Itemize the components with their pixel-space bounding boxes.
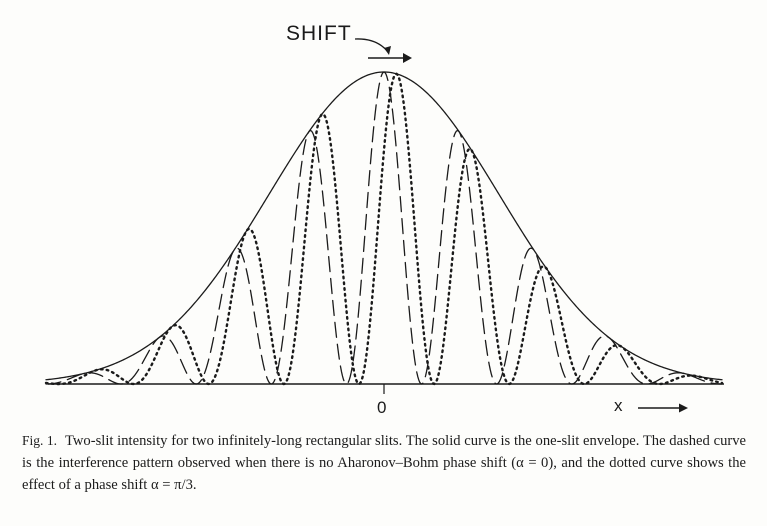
caption-text: Two-slit intensity for two infinitely-lo… — [22, 433, 746, 493]
shift-pointer-line — [354, 38, 389, 53]
figure-caption: Fig. 1. Two-slit intensity for two infini… — [22, 430, 746, 496]
shift-arrow-head — [403, 53, 412, 63]
x-arrow-head — [679, 403, 688, 413]
origin-label: 0 — [377, 398, 387, 417]
x-axis-label: x — [614, 396, 623, 415]
shift-pointer-head — [384, 46, 391, 55]
shift-label: SHIFT — [286, 22, 352, 45]
envelope-curve — [45, 71, 723, 381]
dotted-curve — [44, 72, 724, 386]
dashed-curve — [45, 71, 723, 385]
figure-number: Fig. 1. — [22, 433, 57, 448]
interference-figure — [44, 38, 724, 413]
